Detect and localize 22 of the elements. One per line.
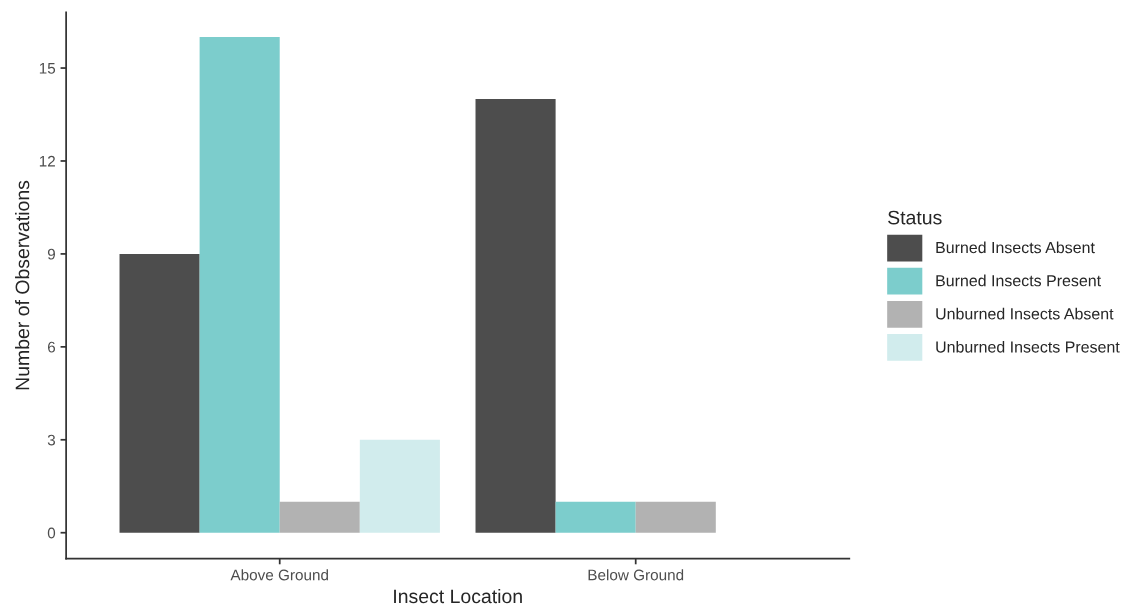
legend-label: Burned Insects Absent [936, 241, 1095, 254]
y-axis-title: Number of Observations [15, 180, 30, 390]
y-tick-label: 15 [39, 63, 56, 74]
bar [359, 439, 440, 533]
y-tick-label: 0 [47, 527, 56, 539]
legend-title: Status [888, 210, 942, 225]
y-tick-label: 3 [47, 434, 56, 446]
x-tick-label: Below Ground [588, 569, 684, 581]
x-axis-title: Insect Location [394, 588, 522, 604]
legend-label: Burned Insects Present [936, 274, 1101, 287]
bar [199, 37, 280, 533]
bar [279, 501, 360, 533]
bar [119, 253, 200, 533]
y-tick-label: 6 [47, 341, 56, 353]
bar [475, 99, 556, 533]
legend-label: Unburned Insects Absent [936, 307, 1114, 320]
legend-label: Unburned Insects Present [936, 340, 1120, 353]
x-tick-label: Above Ground [230, 569, 328, 581]
bar [635, 501, 716, 533]
y-tick-label: 9 [47, 248, 55, 260]
y-tick-label: 12 [39, 155, 55, 167]
bar [555, 501, 636, 533]
